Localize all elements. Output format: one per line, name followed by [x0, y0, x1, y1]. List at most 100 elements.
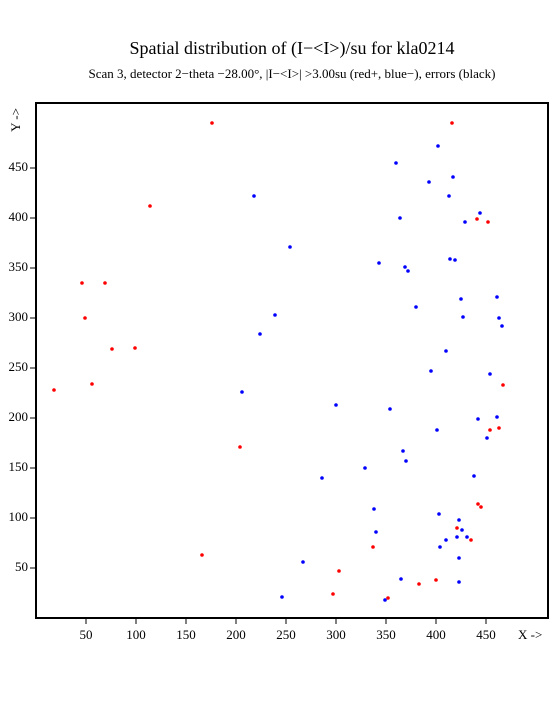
point: [133, 346, 137, 350]
point: [437, 512, 441, 516]
point: [240, 390, 244, 394]
point: [500, 324, 504, 328]
point: [459, 297, 463, 301]
point: [435, 428, 439, 432]
point: [403, 265, 407, 269]
point: [103, 281, 107, 285]
point: [469, 538, 473, 542]
point: [453, 258, 457, 262]
point: [479, 505, 483, 509]
y-tick-label: 300: [9, 309, 29, 324]
y-tick-label: 50: [15, 559, 28, 574]
point: [465, 535, 469, 539]
x-tick-label: 300: [326, 627, 346, 642]
point: [451, 175, 455, 179]
point: [457, 556, 461, 560]
point: [377, 261, 381, 265]
x-tick-label: 250: [276, 627, 296, 642]
point: [337, 569, 341, 573]
point: [434, 578, 438, 582]
y-tick-label: 200: [9, 409, 29, 424]
point: [475, 217, 479, 221]
point: [374, 530, 378, 534]
point: [288, 245, 292, 249]
point: [210, 121, 214, 125]
point: [476, 502, 480, 506]
point: [427, 180, 431, 184]
point: [501, 383, 505, 387]
point: [148, 204, 152, 208]
point: [497, 426, 501, 430]
chart-subtitle: Scan 3, detector 2−theta −28.00°, |I−<I>…: [89, 66, 496, 81]
point: [320, 476, 324, 480]
y-tick-label: 250: [9, 359, 29, 374]
point: [460, 528, 464, 532]
point: [386, 596, 390, 600]
point: [457, 580, 461, 584]
point: [301, 560, 305, 564]
point: [273, 313, 277, 317]
point: [461, 315, 465, 319]
point: [334, 403, 338, 407]
x-tick-label: 350: [376, 627, 396, 642]
point: [394, 161, 398, 165]
point: [417, 582, 421, 586]
point: [488, 428, 492, 432]
point: [497, 316, 501, 320]
point: [455, 535, 459, 539]
x-tick-label: 150: [176, 627, 196, 642]
chart-title: Spatial distribution of (I−<I>)/su for k…: [130, 38, 455, 59]
point: [406, 269, 410, 273]
y-tick-label: 150: [9, 459, 29, 474]
point: [258, 332, 262, 336]
point: [414, 305, 418, 309]
point: [200, 553, 204, 557]
point: [486, 220, 490, 224]
point: [438, 545, 442, 549]
point: [457, 518, 461, 522]
point: [476, 417, 480, 421]
point: [404, 459, 408, 463]
point: [372, 507, 376, 511]
point: [110, 347, 114, 351]
point: [450, 121, 454, 125]
y-tick-label: 450: [9, 159, 29, 174]
y-axis-label: Y ->: [8, 108, 23, 132]
plot-frame: [35, 102, 549, 619]
x-tick-label: 100: [126, 627, 146, 642]
point: [331, 592, 335, 596]
point: [495, 295, 499, 299]
point: [448, 257, 452, 261]
point: [83, 316, 87, 320]
point: [401, 449, 405, 453]
point: [371, 545, 375, 549]
point: [238, 445, 242, 449]
x-tick-label: 200: [226, 627, 246, 642]
point: [388, 407, 392, 411]
point: [80, 281, 84, 285]
x-tick-label: 400: [426, 627, 446, 642]
point: [252, 194, 256, 198]
point: [436, 144, 440, 148]
point: [463, 220, 467, 224]
point: [363, 466, 367, 470]
x-axis-label: X ->: [518, 627, 542, 642]
y-tick-label: 350: [9, 259, 29, 274]
point: [280, 595, 284, 599]
point: [447, 194, 451, 198]
point: [444, 349, 448, 353]
point: [444, 538, 448, 542]
x-tick-label: 50: [80, 627, 93, 642]
point: [429, 369, 433, 373]
point: [472, 474, 476, 478]
point: [478, 211, 482, 215]
point: [485, 436, 489, 440]
point: [488, 372, 492, 376]
point: [455, 526, 459, 530]
y-tick-label: 100: [9, 509, 29, 524]
y-tick-label: 400: [9, 209, 29, 224]
point: [399, 577, 403, 581]
x-tick-label: 450: [476, 627, 496, 642]
point: [383, 598, 387, 602]
